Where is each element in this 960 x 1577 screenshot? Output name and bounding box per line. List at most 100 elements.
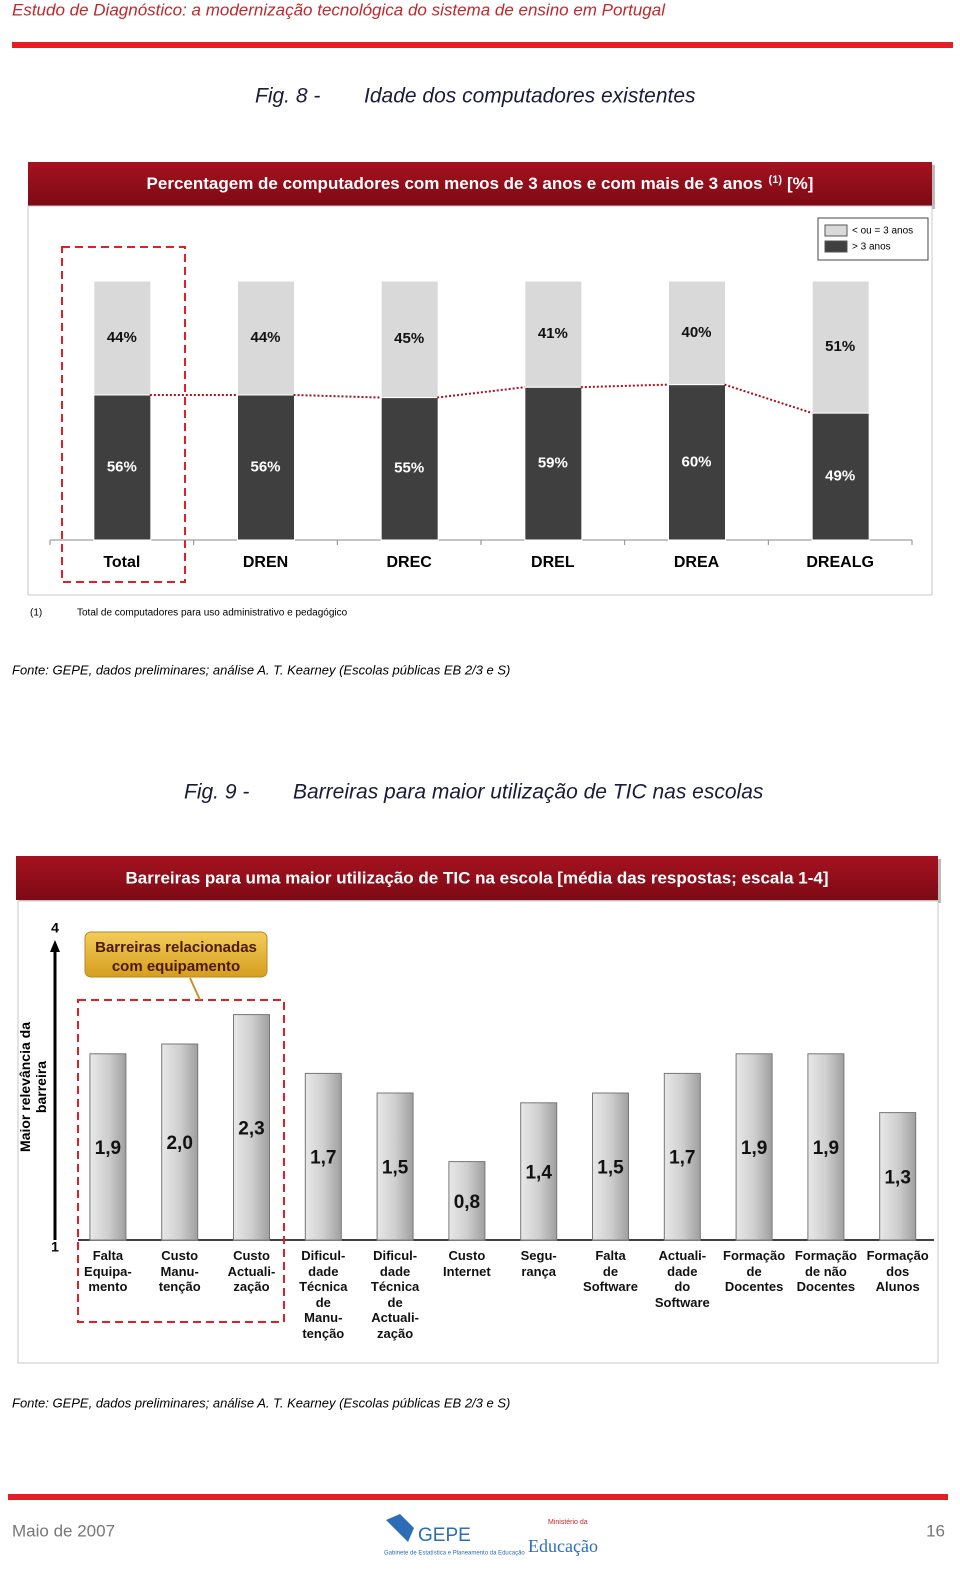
chart-title: Barreiras para uma maior utilização de T… (126, 868, 829, 887)
x-tick-label: Formação de Docentes (723, 1248, 786, 1294)
highlight-box (77, 999, 285, 1323)
value-label: 56% (250, 458, 280, 475)
annotation-pointer (189, 977, 201, 1001)
x-tick-label: Custo Manu- tenção (158, 1248, 201, 1294)
trend-connector (724, 383, 813, 415)
y-axis-label-line: Maior relevância da (17, 1022, 33, 1152)
trend-connector (293, 393, 382, 399)
x-tick-label: Dificul- dade Técnica de Manu- tenção (299, 1248, 348, 1341)
value-label: 59% (538, 455, 568, 472)
bar (735, 1053, 773, 1241)
bar (807, 1053, 845, 1241)
legend-swatch (824, 240, 848, 253)
bar-segment (380, 280, 439, 399)
chart-1: 56% 44% Total 56% 44% DREN 55% 45% DREC 59% 41% DRE… (49, 217, 929, 571)
source: Fonte: GEPE, dados preliminares; análise… (12, 1395, 510, 1410)
highlight-box (61, 246, 186, 583)
footnote: Total de computadores para uso administr… (77, 608, 348, 619)
value-label: 55% (394, 460, 424, 477)
bar (520, 1102, 558, 1241)
x-tick-label: DREL (531, 554, 575, 571)
x-tick-label: Falta de Software (583, 1248, 638, 1294)
x-tick-label: DREALG (806, 554, 874, 571)
bar (448, 1161, 486, 1241)
legend-label: > 3 anos (852, 242, 891, 253)
value-label: 1,5 (597, 1158, 624, 1179)
source: Fonte: GEPE, dados preliminares; análise… (12, 662, 510, 677)
value-label: 44% (250, 329, 280, 346)
chart-title: Percentagem de computadores com menos de… (147, 174, 814, 194)
trend-connector (437, 386, 525, 399)
bar (233, 1014, 270, 1241)
value-label: 1,9 (95, 1138, 121, 1159)
bar (89, 1053, 127, 1241)
me-logo: Ministério da Educação (528, 1519, 598, 1556)
legend-label: < ou = 3 anos (852, 226, 913, 237)
axis-end-label: 1 (51, 1239, 59, 1255)
chart-panel (27, 205, 933, 596)
value-label: 56% (107, 458, 137, 475)
footer-date: Maio de 2007 (12, 1521, 115, 1540)
value-label: 1,7 (669, 1148, 695, 1169)
title-text: Percentagem de computadores com menos de… (147, 174, 763, 193)
x-tick-label: Segu- rança (520, 1248, 557, 1279)
logo-text: GEPE (418, 1525, 471, 1546)
x-tick-label: DREC (386, 554, 432, 571)
value-label: 40% (681, 324, 711, 341)
x-tick-label: Formação de não Docentes (794, 1248, 857, 1294)
bar-segment (237, 280, 295, 396)
fig-title: Idade dos computadores existentes (364, 85, 696, 108)
value-label: 1,3 (884, 1167, 910, 1188)
logo-subtext: Gabinete de Estatística e Planeamento da… (384, 1551, 525, 1557)
value-label: 0,8 (454, 1192, 480, 1213)
page-number: 16 (926, 1521, 945, 1540)
legend-swatch (824, 224, 848, 237)
bar (376, 1092, 414, 1241)
bar-segment (524, 386, 583, 541)
bar-segment (668, 280, 726, 386)
bar (592, 1092, 629, 1241)
bar-segment (668, 384, 726, 541)
annotation-box (84, 931, 268, 978)
value-label: 1,4 (525, 1162, 552, 1183)
bar (879, 1112, 917, 1241)
x-tick-label: Formação dos Alunos (866, 1248, 929, 1294)
value-label: 2,3 (238, 1118, 264, 1139)
value-label: 1,5 (382, 1158, 409, 1179)
x-tick-label: Falta Equipa- mento (84, 1248, 132, 1294)
logo-text: Educação (528, 1536, 598, 1556)
value-label: 45% (394, 330, 424, 347)
value-label: 2,0 (166, 1133, 192, 1154)
title-unit: [%] (787, 174, 813, 193)
value-label: 1,9 (813, 1138, 839, 1159)
header-title: Estudo de Diagnóstico: a modernização te… (12, 0, 666, 19)
y-axis-label-line: barreira (33, 1061, 49, 1113)
x-tick-label: Custo Internet (443, 1248, 491, 1279)
bar-segment (811, 280, 870, 414)
axis-end-label: 4 (51, 920, 59, 936)
footer-rule (8, 1494, 948, 1500)
header-rule (12, 42, 953, 48)
logo-subtext: Ministério da (548, 1519, 588, 1526)
footnote-mark: (1) (30, 608, 42, 619)
chart-banner (16, 856, 938, 900)
value-label: 1,9 (741, 1138, 767, 1159)
x-tick-label: DREA (674, 554, 720, 571)
trend-connector (580, 383, 669, 389)
fig-title: Barreiras para maior utilização de TIC n… (293, 781, 764, 804)
fig-label: Fig. 9 - (184, 781, 249, 804)
bar-segment (524, 280, 583, 388)
value-label: 1,7 (310, 1148, 336, 1169)
x-tick-label: Dificul- dade Técnica de Actuali- zação (370, 1248, 420, 1341)
legend-box (817, 217, 929, 261)
arrow-head (50, 940, 60, 952)
bar-segment (93, 280, 152, 396)
bar-segment (93, 394, 152, 541)
value-label: 60% (681, 453, 711, 470)
fig-label: Fig. 8 - (255, 85, 320, 108)
bar (161, 1043, 199, 1241)
logo-mark (386, 1514, 414, 1542)
value-label: 51% (825, 338, 855, 355)
bar (663, 1072, 701, 1241)
